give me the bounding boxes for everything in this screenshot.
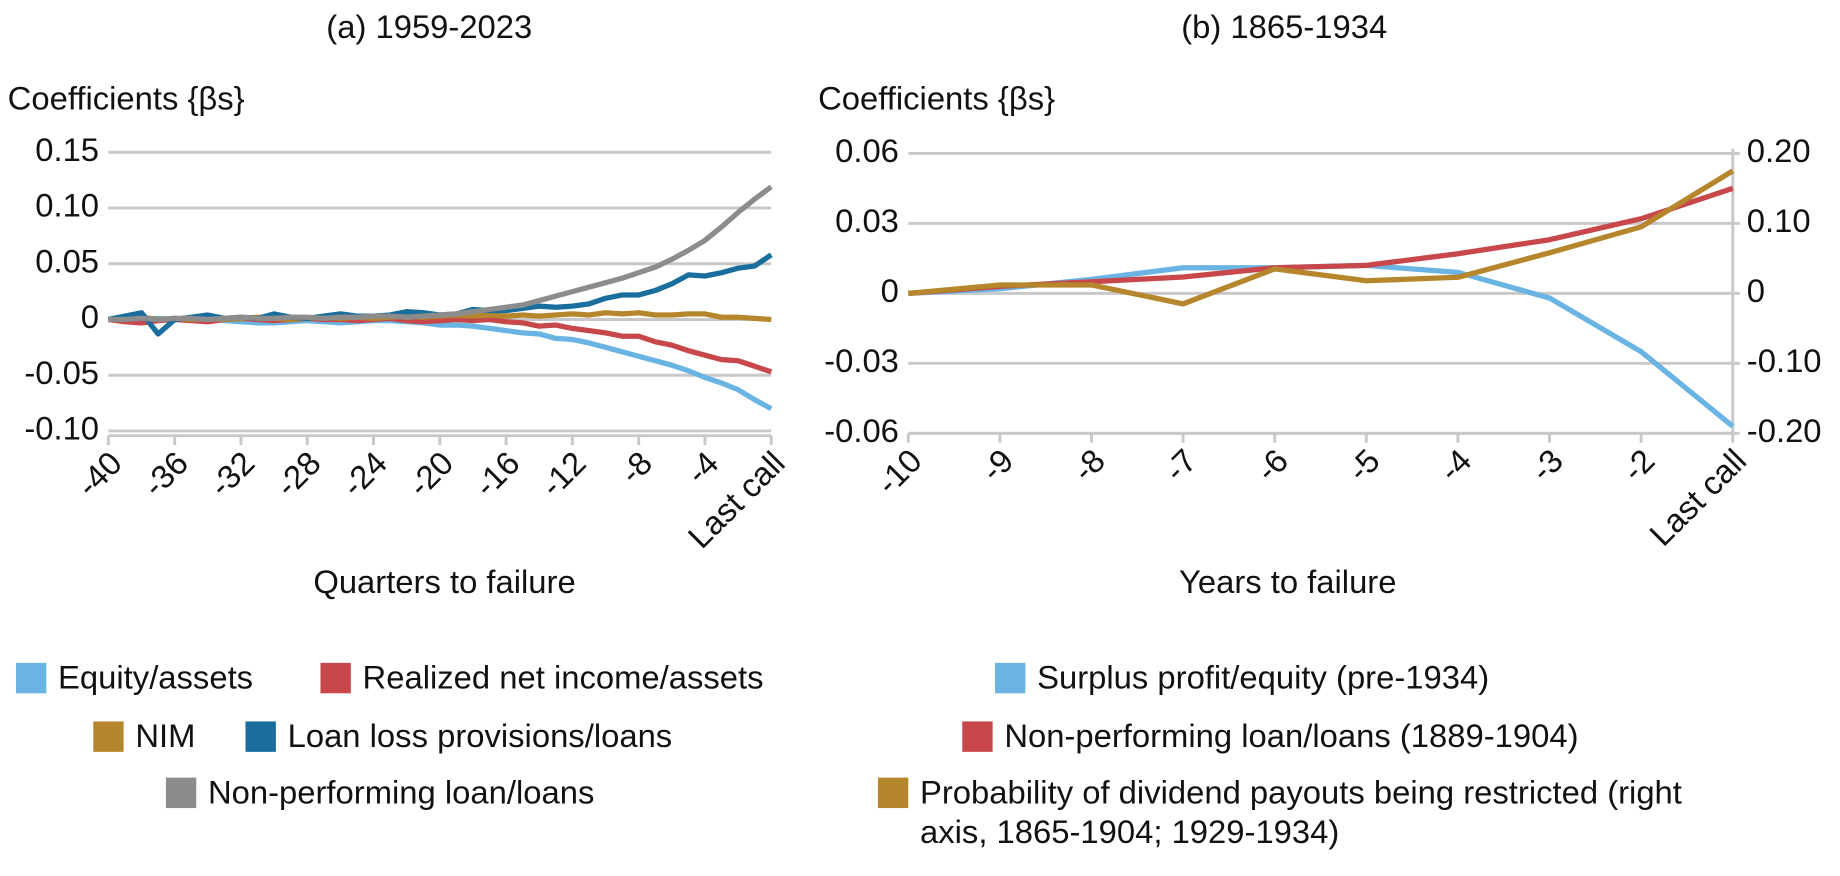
panel-title: (b) 1865-1934 (1181, 8, 1387, 45)
y2-tick-label: -0.20 (1747, 412, 1822, 449)
x-tick-label: -16 (467, 444, 527, 504)
x-tick-label: -10 (869, 442, 929, 502)
legend-swatch (93, 721, 124, 752)
legend-label: Probability of dividend payouts being re… (920, 774, 1682, 851)
x-tick-label: -6 (1248, 442, 1295, 489)
legend-item: Surplus profit/equity (pre-1934) (994, 658, 1756, 698)
legend-item: Equity/assets (15, 658, 672, 698)
legend-swatch (15, 662, 47, 694)
legend-swatch (877, 777, 909, 809)
x-tick-label: -40 (69, 444, 129, 504)
legend-entry: NIM (93, 717, 749, 757)
series-line (908, 185, 1734, 296)
y-axis-label: Coefficients {βs} (818, 79, 1055, 116)
legend-label: Non-performing loan/loans (207, 774, 595, 811)
y-tick-label: -0.10 (24, 410, 99, 447)
legend-item: Probability of dividend payouts being re… (877, 773, 1756, 853)
legend-item: Non-performing loan/loans (1889-1904) (962, 717, 1756, 757)
x-tick-label: -32 (202, 444, 262, 504)
x-tick-label: -9 (974, 442, 1021, 489)
y-axis-label: Coefficients {βs} (8, 79, 245, 116)
legend-item: NIM (93, 717, 749, 757)
y-tick-label: -0.05 (24, 354, 99, 391)
legend-label: Surplus profit/equity (pre-1934) (1037, 659, 1490, 696)
series-line (908, 262, 1735, 429)
legend-entry: Realized net income/assets (320, 658, 976, 698)
x-tick-label: -36 (135, 444, 195, 504)
y-tick-label: 0 (81, 298, 99, 335)
legend-item: Loan loss provisions/loans (245, 717, 901, 757)
legend-swatch (165, 777, 197, 809)
legend-entry: Surplus profit/equity (pre-1934) (994, 658, 1756, 698)
legend-entry: Probability of dividend payouts being re… (877, 773, 1756, 853)
legend-label: Non-performing loan/loans (1889-1904) (1004, 717, 1579, 755)
legend-item: Non-performing loan/loans (165, 773, 822, 813)
legend-item: Realized net income/assets (320, 658, 976, 698)
legend-label: NIM (135, 717, 196, 755)
y-tick-label: 0.06 (835, 132, 899, 169)
y2-tick-label: 0.20 (1747, 132, 1811, 169)
x-tick-label: -4 (1432, 442, 1479, 489)
series-line (108, 315, 773, 411)
x-tick-label: -2 (1615, 442, 1662, 489)
y2-tick-label: 0.10 (1747, 202, 1811, 239)
x-tick-label: -20 (401, 444, 461, 504)
y-tick-label: 0.15 (35, 131, 99, 168)
x-tick-label: -8 (612, 444, 659, 491)
x-tick-label: -12 (533, 444, 593, 504)
y-tick-label: -0.06 (824, 412, 899, 449)
series-line (108, 184, 773, 323)
y-tick-label: 0.03 (835, 202, 899, 239)
x-axis-label: Years to failure (1179, 563, 1396, 600)
legend-swatch (962, 721, 993, 752)
x-tick-label: Last call (1642, 442, 1753, 553)
legend-label: Loan loss provisions/loans (287, 717, 673, 755)
legend-entry: Non-performing loan/loans (1889-1904) (962, 717, 1756, 757)
y2-tick-label: -0.10 (1747, 342, 1822, 379)
x-tick-label: -5 (1340, 442, 1387, 489)
y-tick-label: -0.03 (824, 342, 899, 379)
x-tick-label: -24 (334, 444, 394, 504)
x-tick-label: -8 (1065, 442, 1112, 489)
y-tick-label: 0.10 (35, 187, 99, 224)
y2-tick-label: 0 (1747, 272, 1765, 309)
legend-swatch (320, 662, 351, 694)
x-tick-label: -7 (1157, 442, 1204, 489)
y-tick-label: 0.05 (35, 242, 99, 279)
series-line (908, 168, 1735, 307)
legend-entry: Non-performing loan/loans (165, 773, 822, 813)
x-tick-label: -4 (679, 444, 726, 491)
legend-label: Realized net income/assets (362, 659, 764, 696)
x-tick-label: -28 (268, 444, 328, 504)
x-axis-label: Quarters to failure (313, 563, 575, 600)
legend-entry: Loan loss provisions/loans (245, 717, 901, 757)
legend-entry: Equity/assets (15, 658, 672, 698)
x-tick-label: -3 (1523, 442, 1570, 489)
panel-title: (a) 1959-2023 (326, 8, 532, 45)
y-tick-label: 0 (881, 272, 899, 309)
legend-swatch (245, 721, 276, 752)
legend-label: Equity/assets (58, 659, 254, 696)
legend-swatch (994, 662, 1026, 694)
